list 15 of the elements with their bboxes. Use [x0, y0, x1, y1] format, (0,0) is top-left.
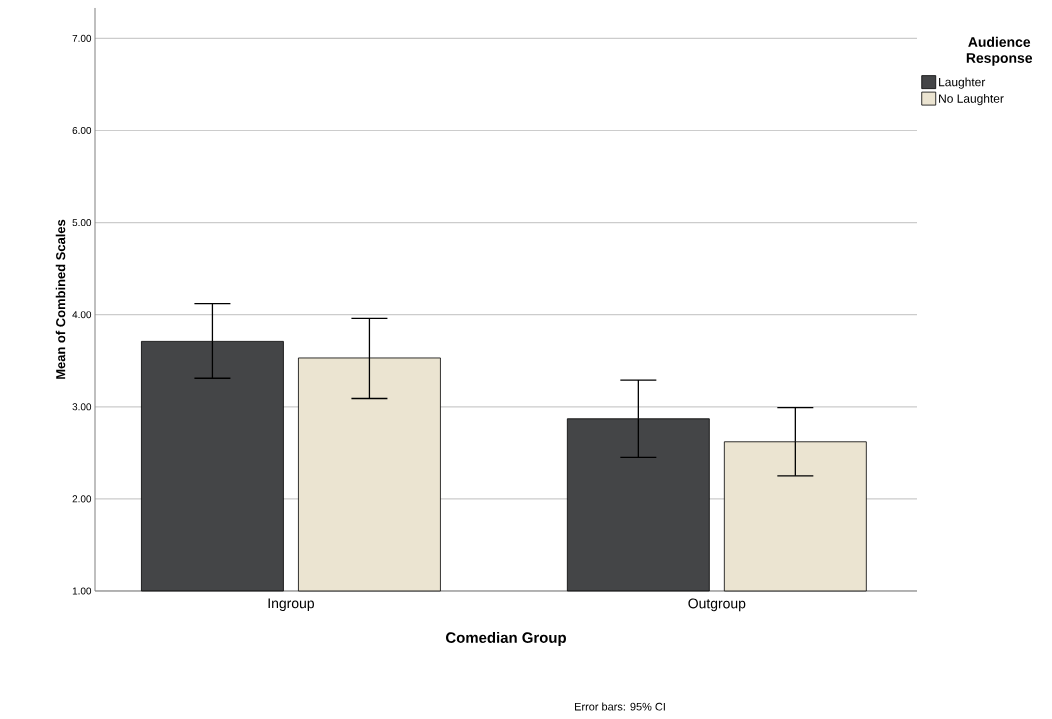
y-tick-label: 1.00 — [72, 587, 92, 595]
y-tick-label: 7.00 — [72, 34, 92, 42]
x-axis-title: Comedian Group — [446, 631, 566, 646]
x-tick-label: Ingroup — [268, 598, 314, 611]
legend-label: No Laughter — [939, 94, 1004, 106]
x-tick-label: Outgroup — [688, 598, 746, 612]
y-tick-label: 6.00 — [72, 126, 92, 134]
legend-title: Audience Response — [966, 36, 1033, 66]
y-tick-label: 4.00 — [72, 311, 92, 319]
y-tick-label: 3.00 — [72, 403, 92, 411]
y-tick-label: 5.00 — [72, 219, 92, 227]
y-axis-title: Mean of Combined Scales — [55, 219, 66, 379]
text: Error bars: 95% CI — [575, 702, 665, 711]
legend-label: Laughter — [939, 77, 986, 89]
y-tick-label: 2.00 — [72, 495, 92, 503]
